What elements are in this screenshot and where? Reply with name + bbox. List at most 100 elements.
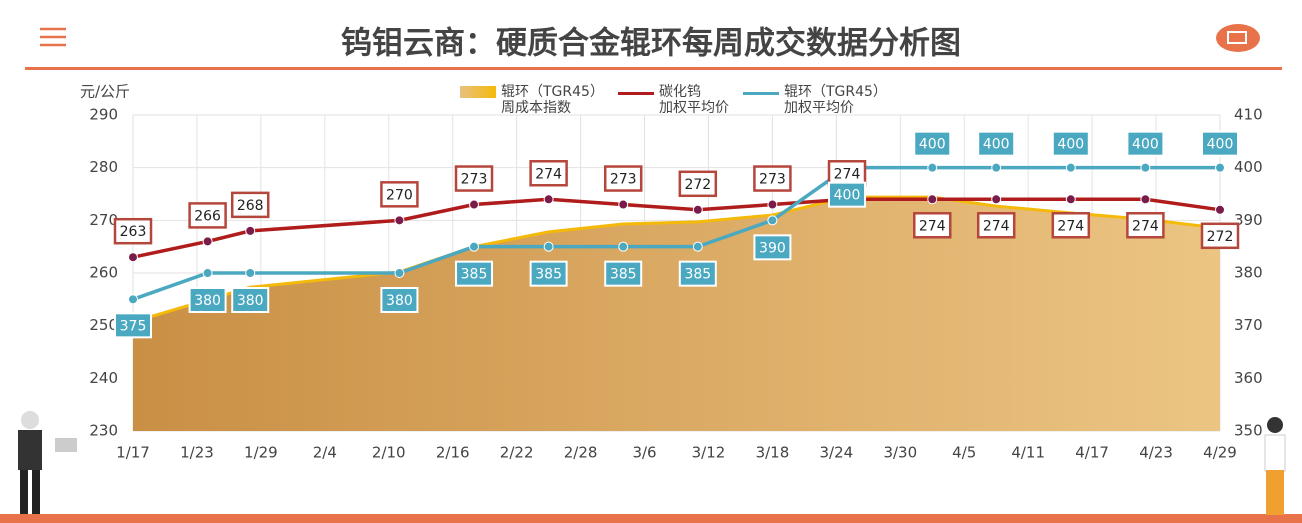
y-tick-label: 270 [89,211,118,229]
chart: 钨钼云商：硬质合金辊环每周成交数据分析图 元/公斤 230 240 250 260 27… [0,0,1302,523]
x-tick-label: 4/11 [1011,444,1045,462]
x-tick-label: 3/30 [883,444,917,462]
legend-swatch [460,86,496,98]
data-label: 272 [1207,229,1234,245]
point [246,226,255,235]
point [129,295,138,304]
y2-tick-label: 410 [1234,106,1263,124]
data-label: 400 [1207,137,1234,153]
data-label: 400 [834,188,861,204]
point [544,195,553,204]
data-label: 272 [684,177,711,193]
point [1216,163,1225,172]
point [395,269,404,278]
x-tick-label: 2/4 [313,444,337,462]
data-label: 385 [684,267,711,283]
figure-left [18,411,77,514]
point [992,195,1001,204]
point [203,237,212,246]
point [470,242,479,251]
point [1141,163,1150,172]
chart-title: 钨钼云商：硬质合金辊环每周成交数据分析图 [341,26,961,62]
point [619,242,628,251]
point [470,200,479,209]
data-label: 375 [120,318,147,334]
y-tick-label: 240 [89,369,118,387]
legend-label: 碳化钨 加权平均价 [659,84,729,116]
legend-item[interactable]: 辊环（TGR45） 加权平均价 [743,84,887,116]
data-label: 273 [759,172,786,188]
point [693,205,702,214]
data-label: 380 [237,293,264,309]
x-tick-label: 3/12 [692,444,726,462]
x-tick-label: 2/28 [564,444,598,462]
legend-swatch [618,92,654,95]
legend: 辊环（TGR45） 周成本指数 碳化钨 加权平均价 辊环（TGR45） 加权平均价 [460,84,887,116]
x-tick-label: 4/29 [1203,444,1237,462]
y-tick-label: 280 [89,158,118,176]
data-label: 400 [919,137,946,153]
data-label: 274 [983,218,1010,234]
y-tick-label: 250 [89,316,118,334]
x-tick-label: 1/17 [116,444,150,462]
point [1216,205,1225,214]
y-axis-label: 元/公斤 [80,83,130,101]
x-tick-label: 2/10 [372,444,406,462]
menu-icon[interactable] [40,29,66,45]
data-label: 380 [386,293,413,309]
x-tick-label: 2/22 [500,444,534,462]
x-tick-label: 3/6 [632,444,656,462]
y2-tick-label: 350 [1234,422,1263,440]
data-label: 270 [386,187,413,203]
figure-right [1265,417,1285,515]
data-label: 274 [834,166,861,182]
data-label: 263 [120,224,147,240]
x-tick-label: 2/16 [436,444,470,462]
data-label: 400 [1057,137,1084,153]
data-label: 385 [461,267,488,283]
point [203,269,212,278]
legend-item[interactable]: 碳化钨 加权平均价 [618,84,729,116]
point [928,163,937,172]
data-label: 274 [1132,218,1159,234]
data-label: 274 [535,166,562,182]
y2-tick-label: 380 [1234,264,1263,282]
point [129,253,138,262]
point [246,269,255,278]
data-label: 274 [1057,218,1084,234]
y-tick-label: 260 [89,264,118,282]
point [619,200,628,209]
x-tick-label: 4/17 [1075,444,1109,462]
data-label: 266 [194,208,221,224]
point [1141,195,1150,204]
data-label: 400 [983,137,1010,153]
legend-item[interactable]: 辊环（TGR45） 周成本指数 [460,84,604,116]
y-tick-label: 230 [89,422,118,440]
point [544,242,553,251]
x-tick-label: 1/23 [180,444,214,462]
chat-icon[interactable] [1216,24,1260,52]
data-label: 268 [237,198,264,214]
point [1066,195,1075,204]
y2-tick-label: 400 [1234,158,1263,176]
data-label: 385 [535,267,562,283]
data-label: 273 [610,172,637,188]
y2-tick-label: 370 [1234,316,1263,334]
x-tick-label: 4/23 [1139,444,1173,462]
point [395,216,404,225]
data-label: 380 [194,293,221,309]
point [768,216,777,225]
legend-label: 辊环（TGR45） 周成本指数 [501,84,604,116]
legend-swatch [743,92,779,95]
header-rule [25,67,1282,70]
point [928,195,937,204]
data-label: 273 [461,172,488,188]
legend-label: 辊环（TGR45） 加权平均价 [784,84,887,116]
x-tick-label: 4/5 [952,444,976,462]
x-tick-label: 3/24 [820,444,854,462]
point [992,163,1001,172]
x-tick-label: 3/18 [756,444,790,462]
footer-bar [0,514,1302,523]
data-label: 274 [919,218,946,234]
point [693,242,702,251]
